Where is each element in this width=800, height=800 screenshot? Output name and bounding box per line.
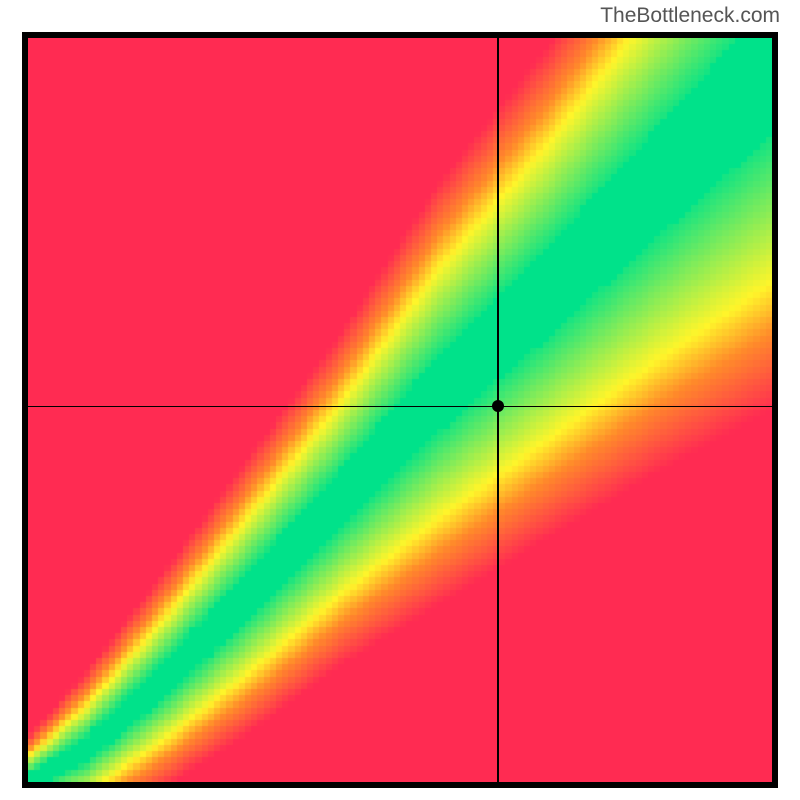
heatmap-canvas — [28, 38, 772, 782]
attribution-text: TheBottleneck.com — [600, 4, 780, 28]
crosshair-horizontal — [28, 406, 772, 408]
chart-container: TheBottleneck.com — [0, 0, 800, 800]
